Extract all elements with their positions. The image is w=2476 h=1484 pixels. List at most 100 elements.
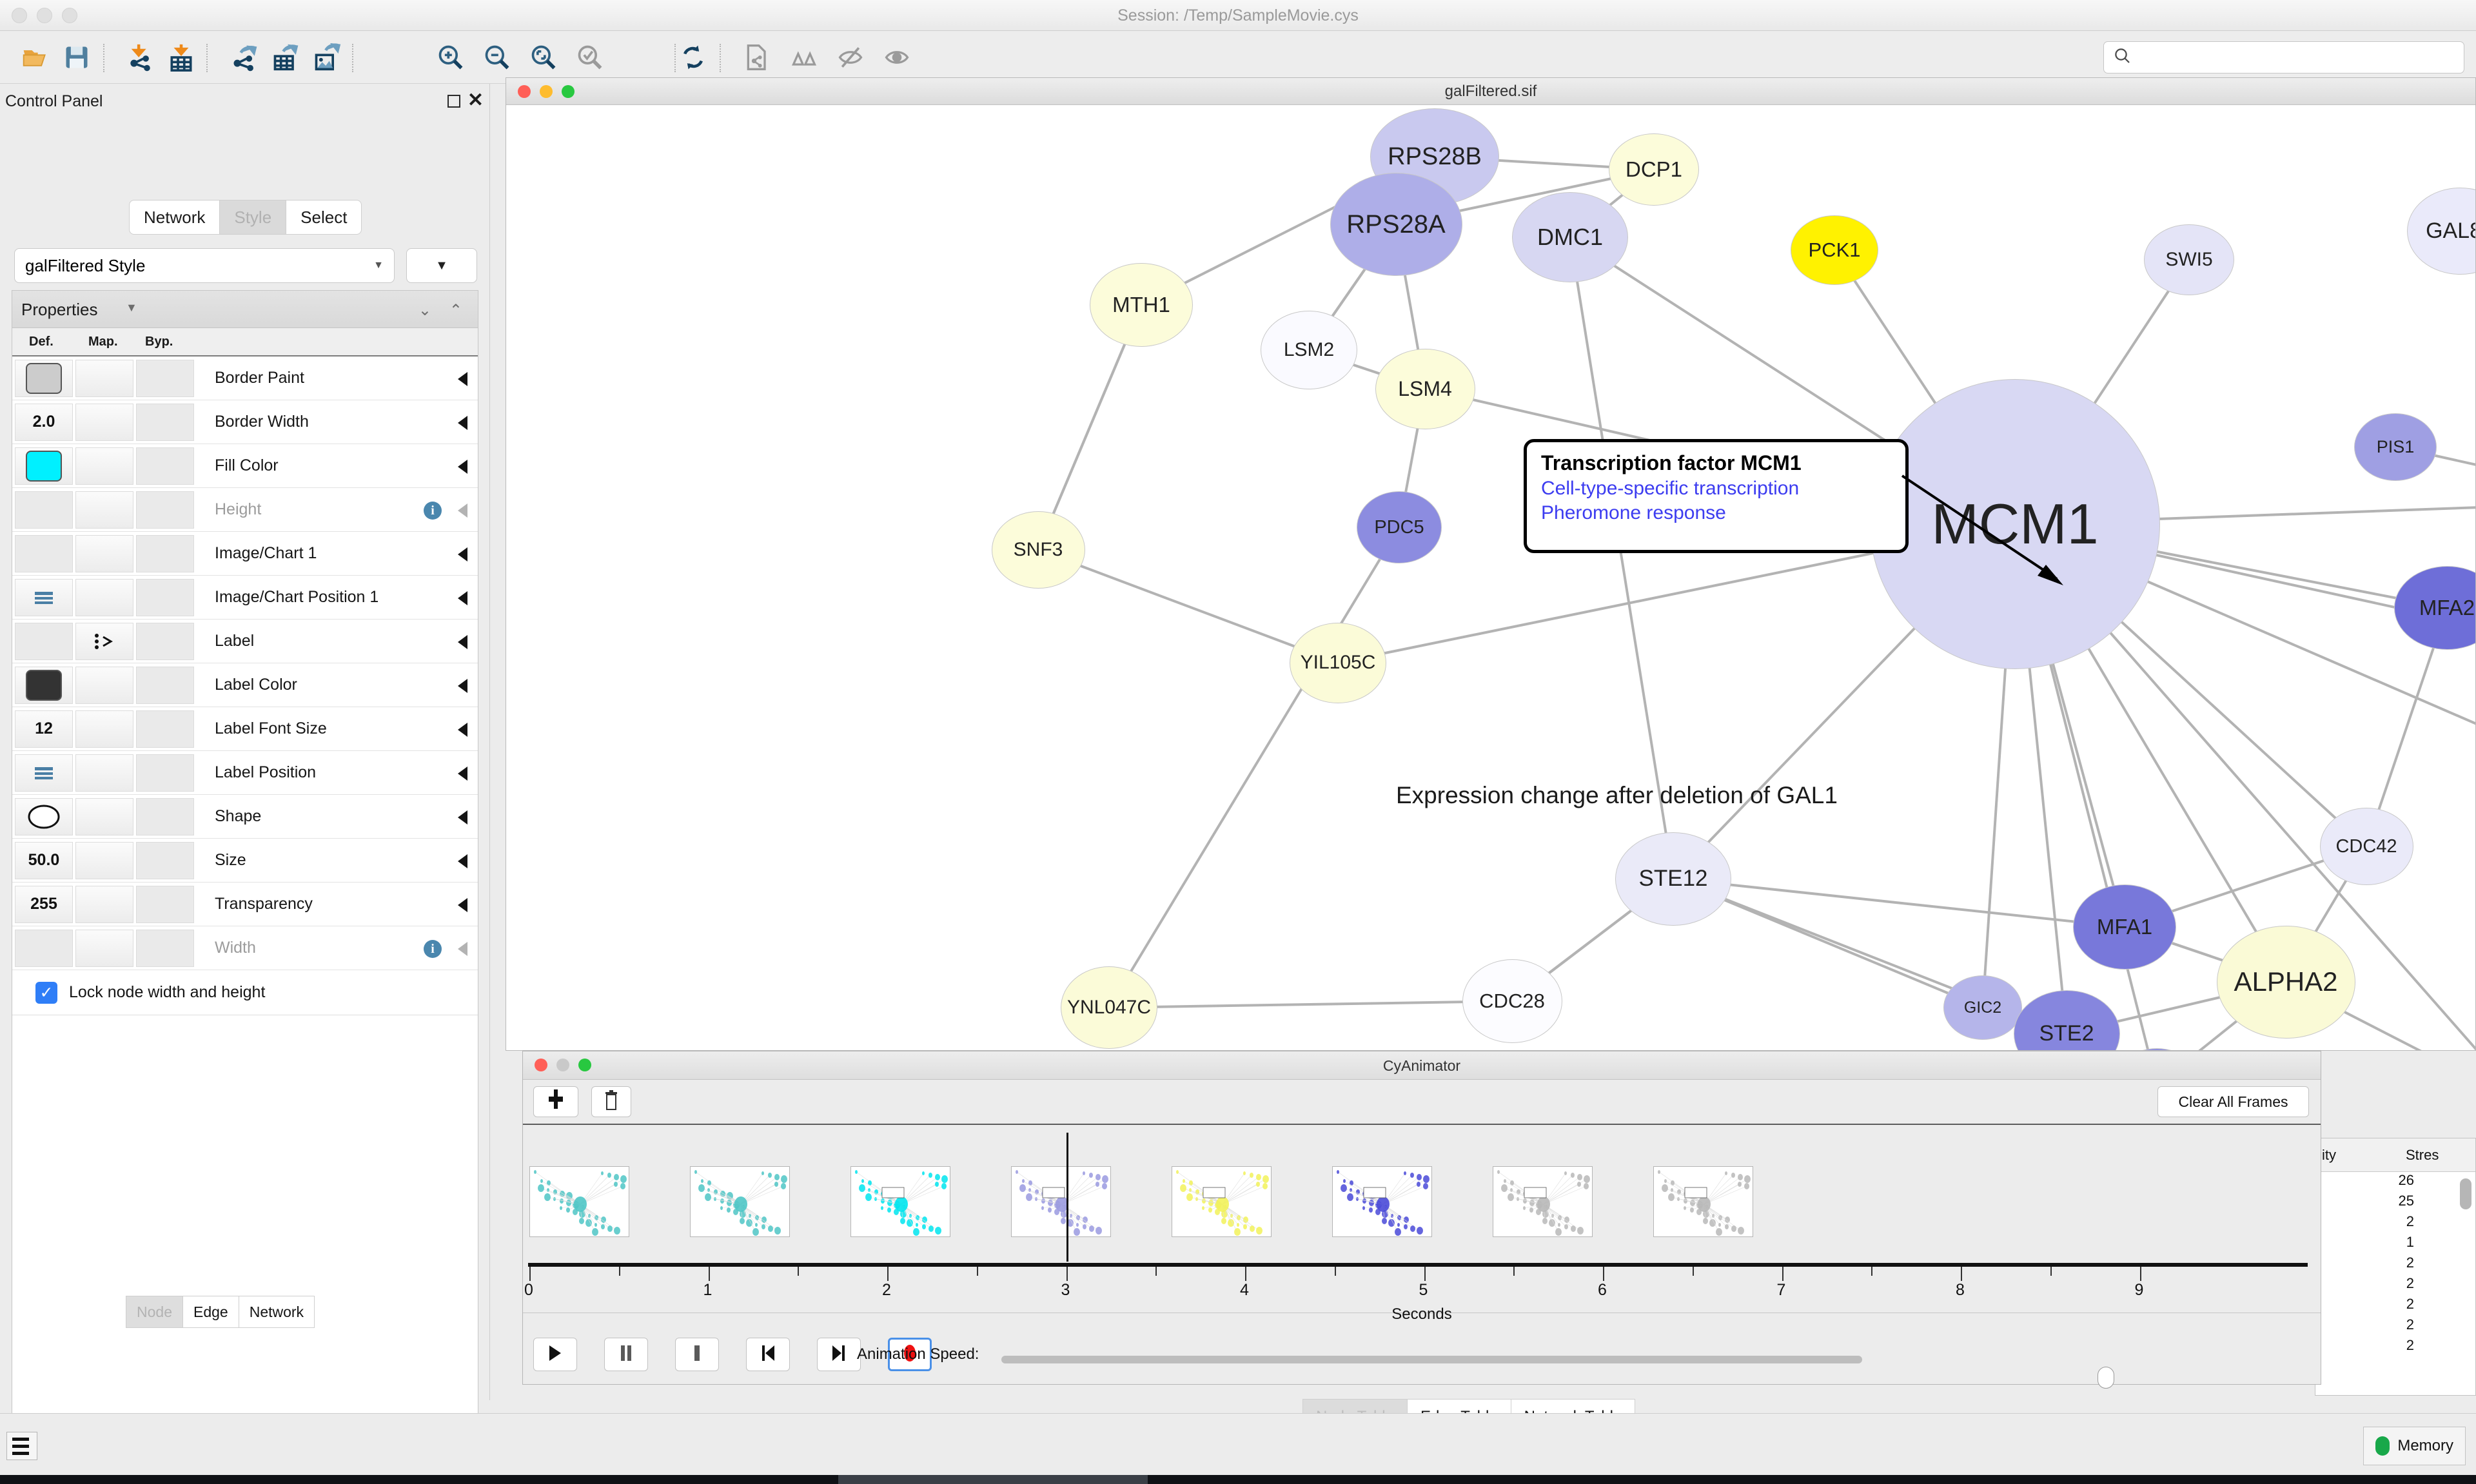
maximize-window-dot[interactable] [62, 8, 77, 23]
hide-selected-icon[interactable] [833, 40, 868, 75]
network-node[interactable]: YNL047C [1061, 966, 1157, 1049]
info-icon[interactable]: i [424, 940, 442, 958]
expand-arrow-icon[interactable] [458, 372, 467, 386]
property-bypass-cell[interactable] [136, 885, 194, 923]
network-canvas[interactable]: RPS28BDCP1RPS28ADMC1PCK1SWI5GAL80GAL11ST… [506, 105, 2475, 1050]
animation-frame[interactable] [690, 1166, 790, 1237]
property-mapping-cell[interactable] [75, 929, 133, 967]
property-bypass-cell[interactable] [136, 447, 194, 485]
network-window-controls[interactable] [518, 85, 575, 98]
zoom-out-icon[interactable] [480, 40, 515, 75]
property-bypass-cell[interactable] [136, 754, 194, 792]
property-mapping-cell[interactable] [75, 403, 133, 441]
property-row[interactable]: 255 Transparency [12, 883, 478, 926]
zoom-fit-selected-icon[interactable] [526, 40, 561, 75]
property-bypass-cell[interactable] [136, 929, 194, 967]
animation-frame[interactable] [1172, 1166, 1272, 1237]
property-bypass-cell[interactable] [136, 797, 194, 835]
property-row[interactable]: Shape [12, 795, 478, 839]
network-node[interactable]: GIC2 [1943, 975, 2022, 1040]
zoom-fit-icon[interactable] [573, 40, 607, 75]
property-row[interactable]: Label Position [12, 751, 478, 795]
expand-arrow-icon[interactable] [458, 942, 467, 956]
network-node[interactable]: MCM1 [1870, 379, 2160, 669]
property-default-cell[interactable] [15, 666, 73, 704]
expand-arrow-icon[interactable] [458, 854, 467, 868]
property-mapping-cell[interactable] [75, 491, 133, 529]
network-node[interactable]: SWI5 [2144, 224, 2234, 295]
property-row[interactable]: Label [12, 620, 478, 663]
import-network-icon[interactable] [123, 40, 157, 75]
tab-edge[interactable]: Edge [182, 1296, 239, 1328]
expand-arrow-icon[interactable] [458, 591, 467, 605]
add-frame-button[interactable] [533, 1086, 578, 1117]
new-network-icon[interactable] [740, 40, 775, 75]
export-table-icon[interactable] [268, 40, 303, 75]
network-node[interactable]: ALPHA2 [2216, 925, 2355, 1039]
expand-arrow-icon[interactable] [458, 766, 467, 781]
property-mapping-cell[interactable] [75, 666, 133, 704]
network-node[interactable]: STE12 [1615, 832, 1731, 926]
network-node[interactable]: MFA1 [2073, 884, 2176, 970]
table-row[interactable]: 2 [2406, 1316, 2414, 1333]
skip-start-button[interactable] [746, 1338, 790, 1371]
tab-network-style[interactable]: Network [238, 1296, 315, 1328]
close-window-dot[interactable] [12, 8, 27, 23]
tab-select[interactable]: Select [286, 200, 362, 235]
property-row[interactable]: Image/Chart 1 [12, 532, 478, 576]
property-bypass-cell[interactable] [136, 359, 194, 397]
property-default-cell[interactable] [15, 797, 73, 835]
network-node[interactable]: YIL105C [1290, 622, 1386, 703]
property-row[interactable]: 12 Label Font Size [12, 707, 478, 751]
property-mapping-cell[interactable] [75, 885, 133, 923]
network-node[interactable]: DCP1 [1609, 133, 1699, 206]
tab-node[interactable]: Node [126, 1296, 183, 1328]
minimize-window-dot[interactable] [540, 85, 553, 98]
property-default-cell[interactable] [15, 359, 73, 397]
property-default-cell[interactable] [15, 754, 73, 792]
property-mapping-cell[interactable] [75, 534, 133, 572]
property-row[interactable]: Image/Chart Position 1 [12, 576, 478, 620]
lock-node-size-row[interactable]: ✓ Lock node width and height [12, 970, 478, 1015]
network-node[interactable]: PIS1 [2354, 413, 2437, 481]
property-bypass-cell[interactable] [136, 710, 194, 748]
animation-frame[interactable] [1332, 1166, 1432, 1237]
color-swatch[interactable] [26, 362, 62, 394]
network-node[interactable]: SNF3 [991, 511, 1085, 589]
property-bypass-cell[interactable] [136, 491, 194, 529]
expand-arrow-icon[interactable] [458, 416, 467, 430]
animation-frame[interactable] [1493, 1166, 1593, 1237]
animation-speed-knob[interactable] [2098, 1367, 2114, 1389]
cyanimator-window-controls[interactable] [535, 1059, 591, 1071]
info-icon[interactable]: i [424, 502, 442, 520]
network-node[interactable]: DMC1 [1512, 192, 1628, 282]
network-node[interactable]: LSM2 [1261, 311, 1357, 389]
property-bypass-cell[interactable] [136, 534, 194, 572]
expand-arrow-icon[interactable] [458, 635, 467, 649]
maximize-window-dot[interactable] [562, 85, 575, 98]
expand-arrow-icon[interactable] [458, 460, 467, 474]
table-row[interactable]: 25 [2398, 1193, 2414, 1209]
save-icon[interactable] [59, 40, 94, 75]
network-node[interactable]: PCK1 [1791, 215, 1878, 285]
property-row[interactable]: Label Color [12, 663, 478, 707]
lock-node-size-checkbox[interactable]: ✓ [35, 981, 57, 1004]
table-peek-scrollbar[interactable] [2460, 1178, 2471, 1209]
network-node[interactable]: CDC42 [2319, 808, 2413, 885]
animation-frame[interactable] [850, 1166, 950, 1237]
network-node[interactable]: LSM4 [1375, 348, 1475, 429]
property-row[interactable]: Height i [12, 488, 478, 532]
table-row[interactable]: 2 [2406, 1255, 2414, 1271]
cyanimator-timeline[interactable]: 0 1 2 3 4 5 6 7 8 9 Seconds [523, 1126, 2321, 1323]
property-default-cell[interactable] [15, 929, 73, 967]
import-table-icon[interactable] [164, 40, 199, 75]
network-node[interactable]: RPS28A [1330, 173, 1462, 276]
expand-arrow-icon[interactable] [458, 547, 467, 561]
network-node[interactable]: MTH1 [1090, 263, 1193, 347]
delete-frame-button[interactable] [591, 1086, 631, 1117]
expand-arrow-icon[interactable] [458, 503, 467, 518]
expand-arrow-icon[interactable] [458, 810, 467, 825]
property-mapping-cell[interactable] [75, 359, 133, 397]
property-default-cell[interactable] [15, 622, 73, 660]
property-mapping-cell[interactable] [75, 841, 133, 879]
